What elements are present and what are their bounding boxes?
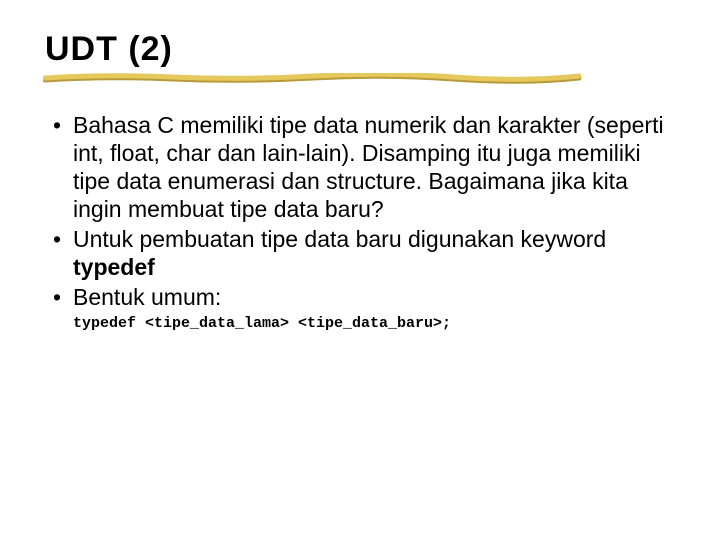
- bullet-list: Bahasa C memiliki tipe data numerik dan …: [45, 111, 675, 311]
- slide-title: UDT (2): [45, 30, 675, 69]
- bullet-text: Bahasa C memiliki tipe data numerik dan …: [73, 112, 664, 222]
- bullet-item: Bahasa C memiliki tipe data numerik dan …: [49, 111, 675, 223]
- bullet-item: Untuk pembuatan tipe data baru digunakan…: [49, 225, 675, 281]
- bullet-text: Bentuk umum:: [73, 284, 221, 310]
- slide: UDT (2) Bahasa C memiliki tipe data nume…: [0, 0, 720, 362]
- code-typedef: typedef <tipe_data_lama> <tipe_data_baru…: [45, 315, 675, 332]
- bullet-bold: typedef: [73, 254, 155, 280]
- title-underline: [43, 73, 675, 83]
- bullet-item: Bentuk umum:: [49, 283, 675, 311]
- bullet-text: Untuk pembuatan tipe data baru digunakan…: [73, 226, 606, 252]
